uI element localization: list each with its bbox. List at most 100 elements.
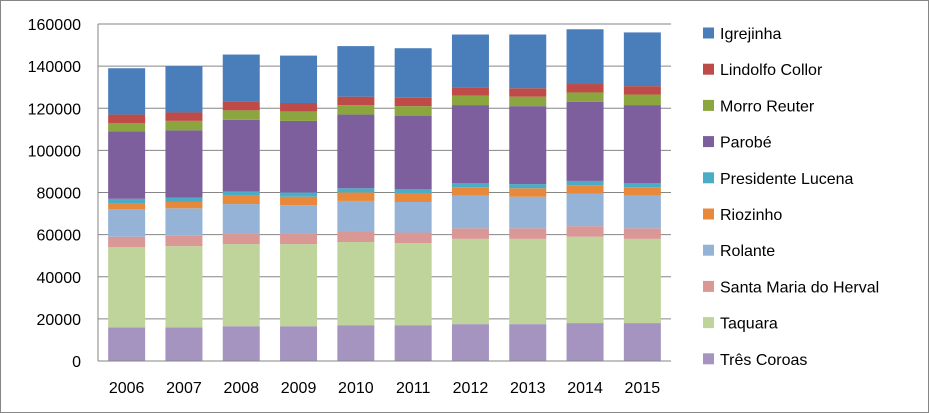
bar-segment: [108, 114, 146, 123]
bar-segment: [566, 84, 604, 93]
bar-segment: [337, 46, 375, 97]
bar-segment: [108, 131, 146, 199]
bar-segment: [566, 92, 604, 102]
bar-segment: [165, 112, 203, 121]
bar-segment: [222, 244, 260, 327]
bar-segment: [280, 244, 318, 327]
y-tick-label: 100000: [28, 143, 81, 160]
bar-segment: [280, 192, 318, 197]
bar-segment: [451, 95, 489, 106]
bar-segment: [108, 122, 146, 132]
bar-segment: [222, 110, 260, 120]
bar-segment: [566, 29, 604, 85]
bar-segment: [222, 54, 260, 102]
x-tick-label: 2008: [223, 380, 259, 397]
legend-label: Taquara: [720, 316, 778, 333]
bar-segment: [509, 34, 547, 89]
bar-segment: [108, 198, 146, 204]
bar-segment: [509, 196, 547, 229]
y-tick-label: 0: [72, 354, 81, 371]
y-tick-label: 120000: [28, 101, 81, 118]
bar-segment: [451, 324, 489, 361]
legend-label: Morro Reuter: [720, 98, 815, 115]
legend-swatch: [703, 244, 714, 256]
y-tick-label: 140000: [28, 59, 81, 76]
bar-segment: [165, 327, 203, 361]
bar-segment: [509, 188, 547, 197]
bar-segment: [337, 325, 375, 361]
bar-segment: [222, 204, 260, 234]
legend-label: Rolante: [720, 243, 775, 260]
bar-segment: [451, 105, 489, 184]
x-tick-label: 2007: [166, 380, 202, 397]
bar-segment: [222, 101, 260, 111]
bar-segment: [451, 187, 489, 196]
bar-segment: [280, 205, 318, 234]
legend-swatch: [703, 280, 714, 292]
bar-segment: [280, 233, 318, 245]
legend-label: Parobé: [720, 135, 772, 152]
bar-segment: [165, 66, 203, 113]
bar-segment: [451, 183, 489, 188]
bar-segment: [165, 235, 203, 247]
bar-segment: [451, 87, 489, 96]
bar-segment: [165, 197, 203, 202]
legend-label: Lindolfo Collor: [720, 62, 823, 79]
bar-segment: [337, 231, 375, 242]
bar-segment: [451, 34, 489, 88]
bar-segment: [280, 102, 318, 112]
bar-segment: [165, 130, 203, 198]
bar-segment: [165, 201, 203, 209]
bar-segment: [566, 101, 604, 181]
bar-segment: [165, 246, 203, 328]
bar-segment: [566, 185, 604, 194]
bar-segment: [108, 203, 146, 210]
bar-segment: [394, 106, 432, 116]
bar-segment: [165, 208, 203, 236]
bar-segment: [280, 55, 318, 103]
bar-segment: [337, 192, 375, 201]
legend-swatch: [703, 353, 714, 365]
bar-segment: [623, 32, 661, 87]
y-tick-label: 160000: [28, 17, 81, 34]
bar-segment: [222, 191, 260, 196]
bar-segment: [509, 228, 547, 239]
bar-segment: [623, 105, 661, 184]
x-tick-label: 2011: [396, 380, 431, 397]
bar-segment: [337, 114, 375, 189]
bar-segment: [280, 111, 318, 121]
legend-swatch: [703, 63, 714, 75]
bar-segment: [394, 243, 432, 326]
bar-segment: [623, 86, 661, 95]
bar-segment: [623, 94, 661, 106]
x-tick-label: 2014: [567, 380, 603, 397]
legend-swatch: [703, 136, 714, 148]
y-tick-label: 20000: [37, 312, 82, 329]
bar-segment: [509, 238, 547, 325]
bar-segment: [623, 183, 661, 188]
bar-segment: [394, 193, 432, 202]
x-tick-label: 2009: [281, 380, 317, 397]
x-tick-label: 2015: [625, 380, 661, 397]
legend-swatch: [703, 99, 714, 111]
bar-segment: [108, 327, 146, 361]
bar-segment: [280, 326, 318, 361]
bar-segment: [394, 232, 432, 244]
x-tick-label: 2006: [109, 380, 145, 397]
legend-swatch: [703, 27, 714, 39]
bar-segment: [337, 241, 375, 326]
bar-segment: [623, 187, 661, 196]
bar-segment: [394, 201, 432, 233]
bar-segment: [509, 88, 547, 97]
bar-segment: [394, 325, 432, 361]
bar-segment: [394, 97, 432, 107]
legend-label: Igrejinha: [720, 26, 781, 43]
bar-segment: [566, 180, 604, 186]
bar-segment: [509, 184, 547, 189]
legend-swatch: [703, 172, 714, 184]
bar-segment: [394, 115, 432, 190]
x-tick-label: 2012: [453, 380, 489, 397]
bar-segment: [623, 228, 661, 239]
